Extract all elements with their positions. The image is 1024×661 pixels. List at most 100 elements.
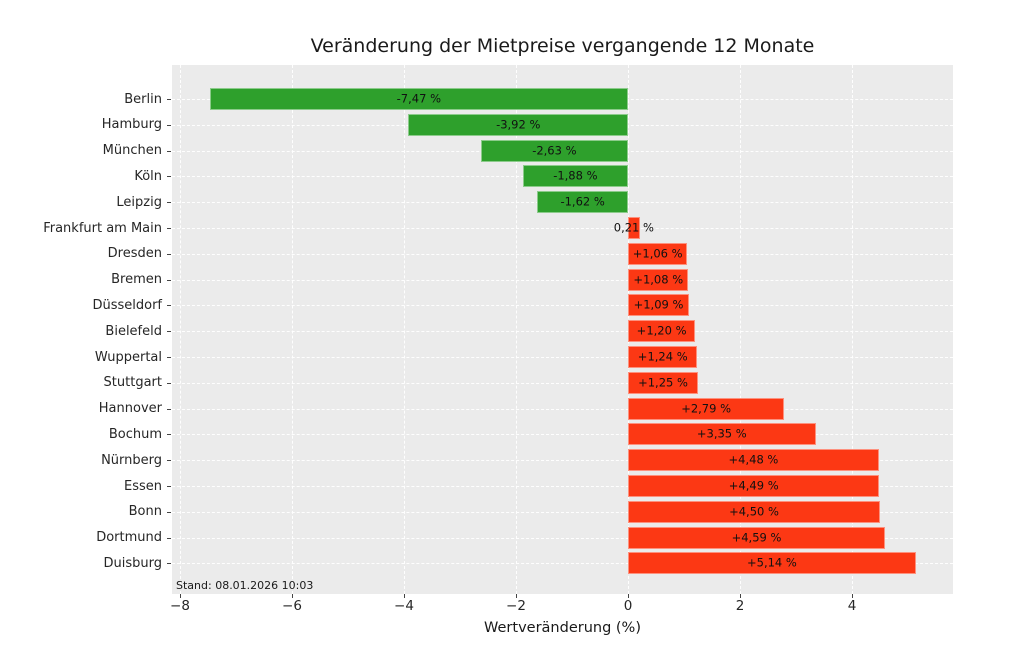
stand-annotation: Stand: 08.01.2026 10:03 [176,579,314,592]
x-tick-label: 2 [735,598,745,614]
bar-wuppertal [628,346,698,368]
horizontal-gridline [172,279,953,281]
y-tick-mark [167,176,171,178]
x-tick-label: 0 [623,598,633,614]
x-tick-label: −4 [394,598,414,614]
vertical-gridline [740,65,741,594]
y-tick-mark [167,357,171,358]
plot-area: -7,47 % -3,92 % -2,63 % -1,88 % -1,62 % 0,21 … [172,65,953,594]
horizontal-gridline [172,382,953,384]
bar-value-label: -3,92 % [496,117,541,132]
bar-frankfurt-am-main [628,217,640,239]
y-tick-mark [167,408,171,410]
bar-value-label: -1,88 % [553,168,598,183]
horizontal-gridline [172,228,953,229]
x-tick-label: −2 [506,598,526,614]
y-tick-label: Dresden [107,246,162,262]
bar-value-label: +5,14 % [746,555,797,570]
horizontal-gridline [172,563,953,565]
y-tick-mark [167,511,171,513]
y-tick-label: Bochum [108,426,162,442]
vertical-gridline [852,65,853,594]
bar-value-label: +4,48 % [728,452,779,467]
x-tick-mark [516,594,517,598]
bar-value-label: +1,08 % [633,271,684,286]
bar-value-label: +4,49 % [728,478,779,493]
bar-m-nchen [480,139,628,162]
bar-value-label: -7,47 % [396,91,441,106]
horizontal-gridline [172,331,953,333]
y-tick-label: Leipzig [116,194,162,210]
y-tick-label: Stuttgart [103,375,162,391]
bar-value-label: 0,21 % [613,220,654,235]
y-tick-mark [167,150,171,152]
bar-value-label: -1,62 % [560,194,605,209]
bar-bonn [628,500,880,523]
bar-bochum [628,423,816,446]
y-tick-label: Bielefeld [105,323,162,339]
y-tick-label: Düsseldorf [92,297,162,313]
y-tick-label: Wuppertal [94,349,162,365]
bar-value-label: +4,59 % [731,529,782,544]
x-tick-mark [404,594,405,598]
chart-title: Veränderung der Mietpreise vergangende 1… [310,35,815,57]
x-tick-label: −8 [170,598,190,614]
y-tick-label: Essen [124,478,162,494]
horizontal-gridline [172,486,953,487]
y-tick-mark [167,331,171,333]
x-tick-mark [852,594,853,598]
y-tick-label: München [102,143,162,159]
y-tick-mark [167,202,171,204]
x-tick-label: 4 [847,598,857,614]
y-tick-mark [167,460,171,462]
bar-value-label: +1,06 % [632,246,683,261]
bar-berlin [209,88,628,110]
x-axis-label: Wertveränderung (%) [484,620,641,636]
bar-value-label: +4,50 % [729,504,779,519]
y-tick-mark [167,486,171,487]
bar-dresden [628,242,688,265]
bar-d-sseldorf [628,294,690,317]
x-tick-mark [292,594,293,598]
bar-hamburg [408,113,628,136]
bar-bielefeld [628,320,696,343]
bar-k-ln [522,165,628,188]
bar-value-label: +1,09 % [633,297,684,312]
y-tick-mark [167,537,171,539]
vertical-gridline [516,65,517,594]
y-tick-label: Dortmund [96,530,162,546]
horizontal-gridline [172,408,953,410]
y-tick-label: Hannover [98,401,162,417]
y-tick-mark [167,99,171,100]
vertical-gridline [404,65,405,594]
y-tick-mark [167,124,171,126]
horizontal-gridline [172,253,953,255]
y-tick-label: Bremen [111,272,162,288]
bar-bremen [628,268,689,291]
x-tick-mark [180,594,181,598]
bar-duisburg [628,552,916,575]
x-tick-mark [740,594,741,598]
x-tick-mark [628,594,629,598]
y-tick-label: Hamburg [101,117,162,133]
y-tick-mark [167,279,171,281]
x-tick-label: −6 [282,598,302,614]
bar-n-rnberg [628,449,879,472]
y-tick-label: Duisburg [103,555,163,571]
bar-stuttgart [628,371,698,394]
y-tick-mark [167,434,171,436]
bar-value-label: +1,24 % [637,349,688,364]
vertical-gridline [180,65,181,594]
bar-value-label: +3,35 % [696,426,747,441]
y-tick-mark [167,228,171,229]
bar-dortmund [628,526,886,549]
bar-value-label: +1,25 % [638,375,688,390]
bar-hannover [628,397,785,420]
y-tick-label: Berlin [124,91,162,107]
y-tick-label: Frankfurt am Main [43,220,162,236]
y-tick-label: Nürnberg [101,452,162,468]
y-tick-mark [167,563,171,565]
y-tick-label: Köln [134,168,162,184]
bar-value-label: -2,63 % [532,142,577,157]
